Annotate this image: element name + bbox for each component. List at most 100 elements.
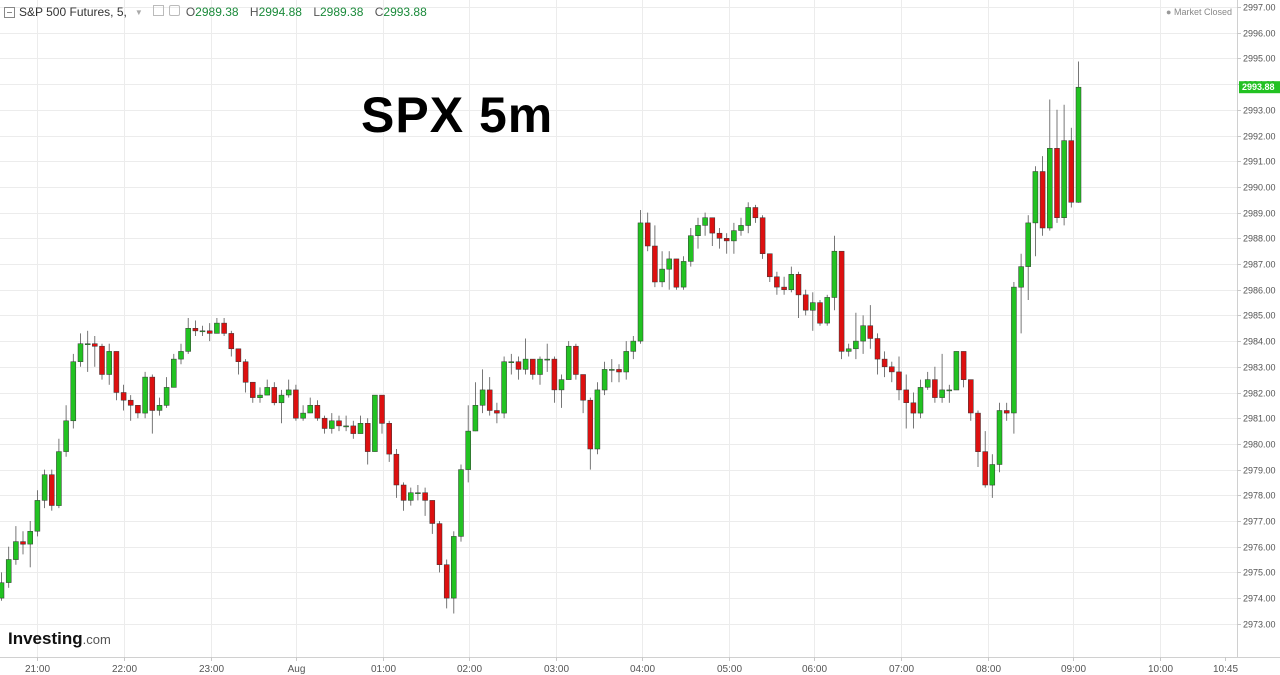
price-tick-label: 2977.00 [1243, 517, 1276, 527]
candle-down [250, 381, 256, 403]
close-value: 2993.88 [383, 5, 427, 19]
candle-body [271, 387, 278, 404]
price-tick-label: 2973.00 [1243, 620, 1276, 630]
candle-body [716, 232, 723, 239]
candle-body [329, 420, 335, 429]
candle-body [501, 361, 507, 414]
candle-body [759, 217, 766, 254]
candle-body [530, 358, 536, 375]
candle-down [149, 374, 156, 434]
candle-up [415, 485, 421, 501]
candle-body [989, 464, 996, 486]
candle-down [314, 400, 321, 421]
candle-up [451, 531, 457, 614]
candle-body [0, 582, 5, 599]
candle-body [860, 325, 866, 342]
candle-down [960, 351, 967, 388]
candle-body [975, 412, 981, 452]
candle-body [336, 420, 342, 427]
minus-square-icon[interactable] [4, 6, 15, 18]
gear-icon[interactable] [168, 5, 180, 16]
candle-body [106, 351, 112, 375]
time-tick-label: 03:00 [544, 664, 569, 675]
candle-up [63, 405, 69, 457]
candle-body [537, 358, 543, 375]
time-axis[interactable]: 21:00 22:00 23:00 Aug 01:00 02:00 03:00 04:00 05… [25, 657, 1238, 675]
candle-down [774, 271, 780, 295]
candle-body [558, 379, 565, 391]
candle-body [903, 389, 909, 403]
candle-up [659, 251, 665, 288]
candle-body [372, 394, 378, 452]
price-tick-label: 2988.00 [1243, 234, 1276, 244]
close-label: C [374, 5, 384, 19]
candle-body [1039, 171, 1046, 229]
candle-down [436, 521, 443, 573]
candle-up [1032, 166, 1039, 257]
candle-down [968, 379, 974, 421]
candle-up [27, 521, 33, 568]
candle-body [623, 351, 629, 373]
candle-body [831, 250, 838, 298]
candle-body [924, 379, 931, 388]
candle-body [874, 338, 881, 360]
candle-down [652, 225, 658, 288]
candle-down [379, 394, 385, 434]
candle-body [479, 389, 486, 406]
candle-up [946, 384, 953, 403]
candle-body [185, 328, 191, 352]
candle-body [357, 423, 364, 434]
candle-body [458, 469, 464, 537]
candle-body [92, 343, 98, 347]
candle-body [206, 330, 213, 334]
candle-up [142, 371, 148, 419]
candle-body [5, 559, 12, 583]
candle-body [149, 376, 156, 411]
candle-up [199, 325, 206, 336]
chart-grid [0, 0, 1237, 657]
price-tick-label: 2992.00 [1243, 132, 1276, 142]
eye-icon[interactable] [152, 5, 164, 16]
candle-up [1075, 61, 1082, 203]
candle-body [221, 322, 227, 334]
candle-body [637, 222, 644, 342]
candle-body [77, 343, 84, 362]
candle-up [34, 490, 41, 537]
candle-down [551, 356, 558, 403]
candle-up [357, 415, 364, 434]
candle-body [486, 389, 493, 411]
brand-logo[interactable]: Investing.com [8, 629, 111, 649]
candle-down [781, 276, 787, 295]
caret-down-icon[interactable]: ▼ [134, 7, 143, 17]
candle-down [767, 253, 773, 282]
market-status: ● Market Closed [1166, 7, 1232, 17]
time-tick-label: 23:00 [199, 664, 224, 675]
time-tick-label: 05:00 [717, 664, 742, 675]
logo-brand: Investing [8, 629, 83, 648]
candle-body [939, 389, 945, 398]
candle-down [1054, 109, 1060, 223]
candle-body [609, 369, 615, 371]
candle-body [350, 425, 357, 434]
candle-body [896, 371, 902, 391]
candle-body [451, 536, 457, 599]
candle-body [321, 417, 328, 429]
candle-body [659, 268, 665, 283]
candle-body [415, 492, 421, 494]
candle-up [77, 333, 84, 367]
candle-down [723, 233, 730, 254]
candle-body [1018, 266, 1024, 288]
candle-up [609, 359, 615, 383]
candle-up [479, 369, 486, 414]
candle-body [731, 230, 737, 242]
candle-body [702, 217, 708, 226]
candle-body [314, 405, 321, 419]
candle-down [242, 359, 249, 393]
price-axis[interactable]: 2973.00 2974.00 2975.00 2976.00 2977.00 2978.… [1237, 3, 1276, 630]
candle-body [565, 345, 572, 380]
candle-down [235, 348, 242, 375]
candle-up [594, 382, 601, 455]
candle-body [767, 253, 773, 278]
candle-up [156, 397, 163, 416]
